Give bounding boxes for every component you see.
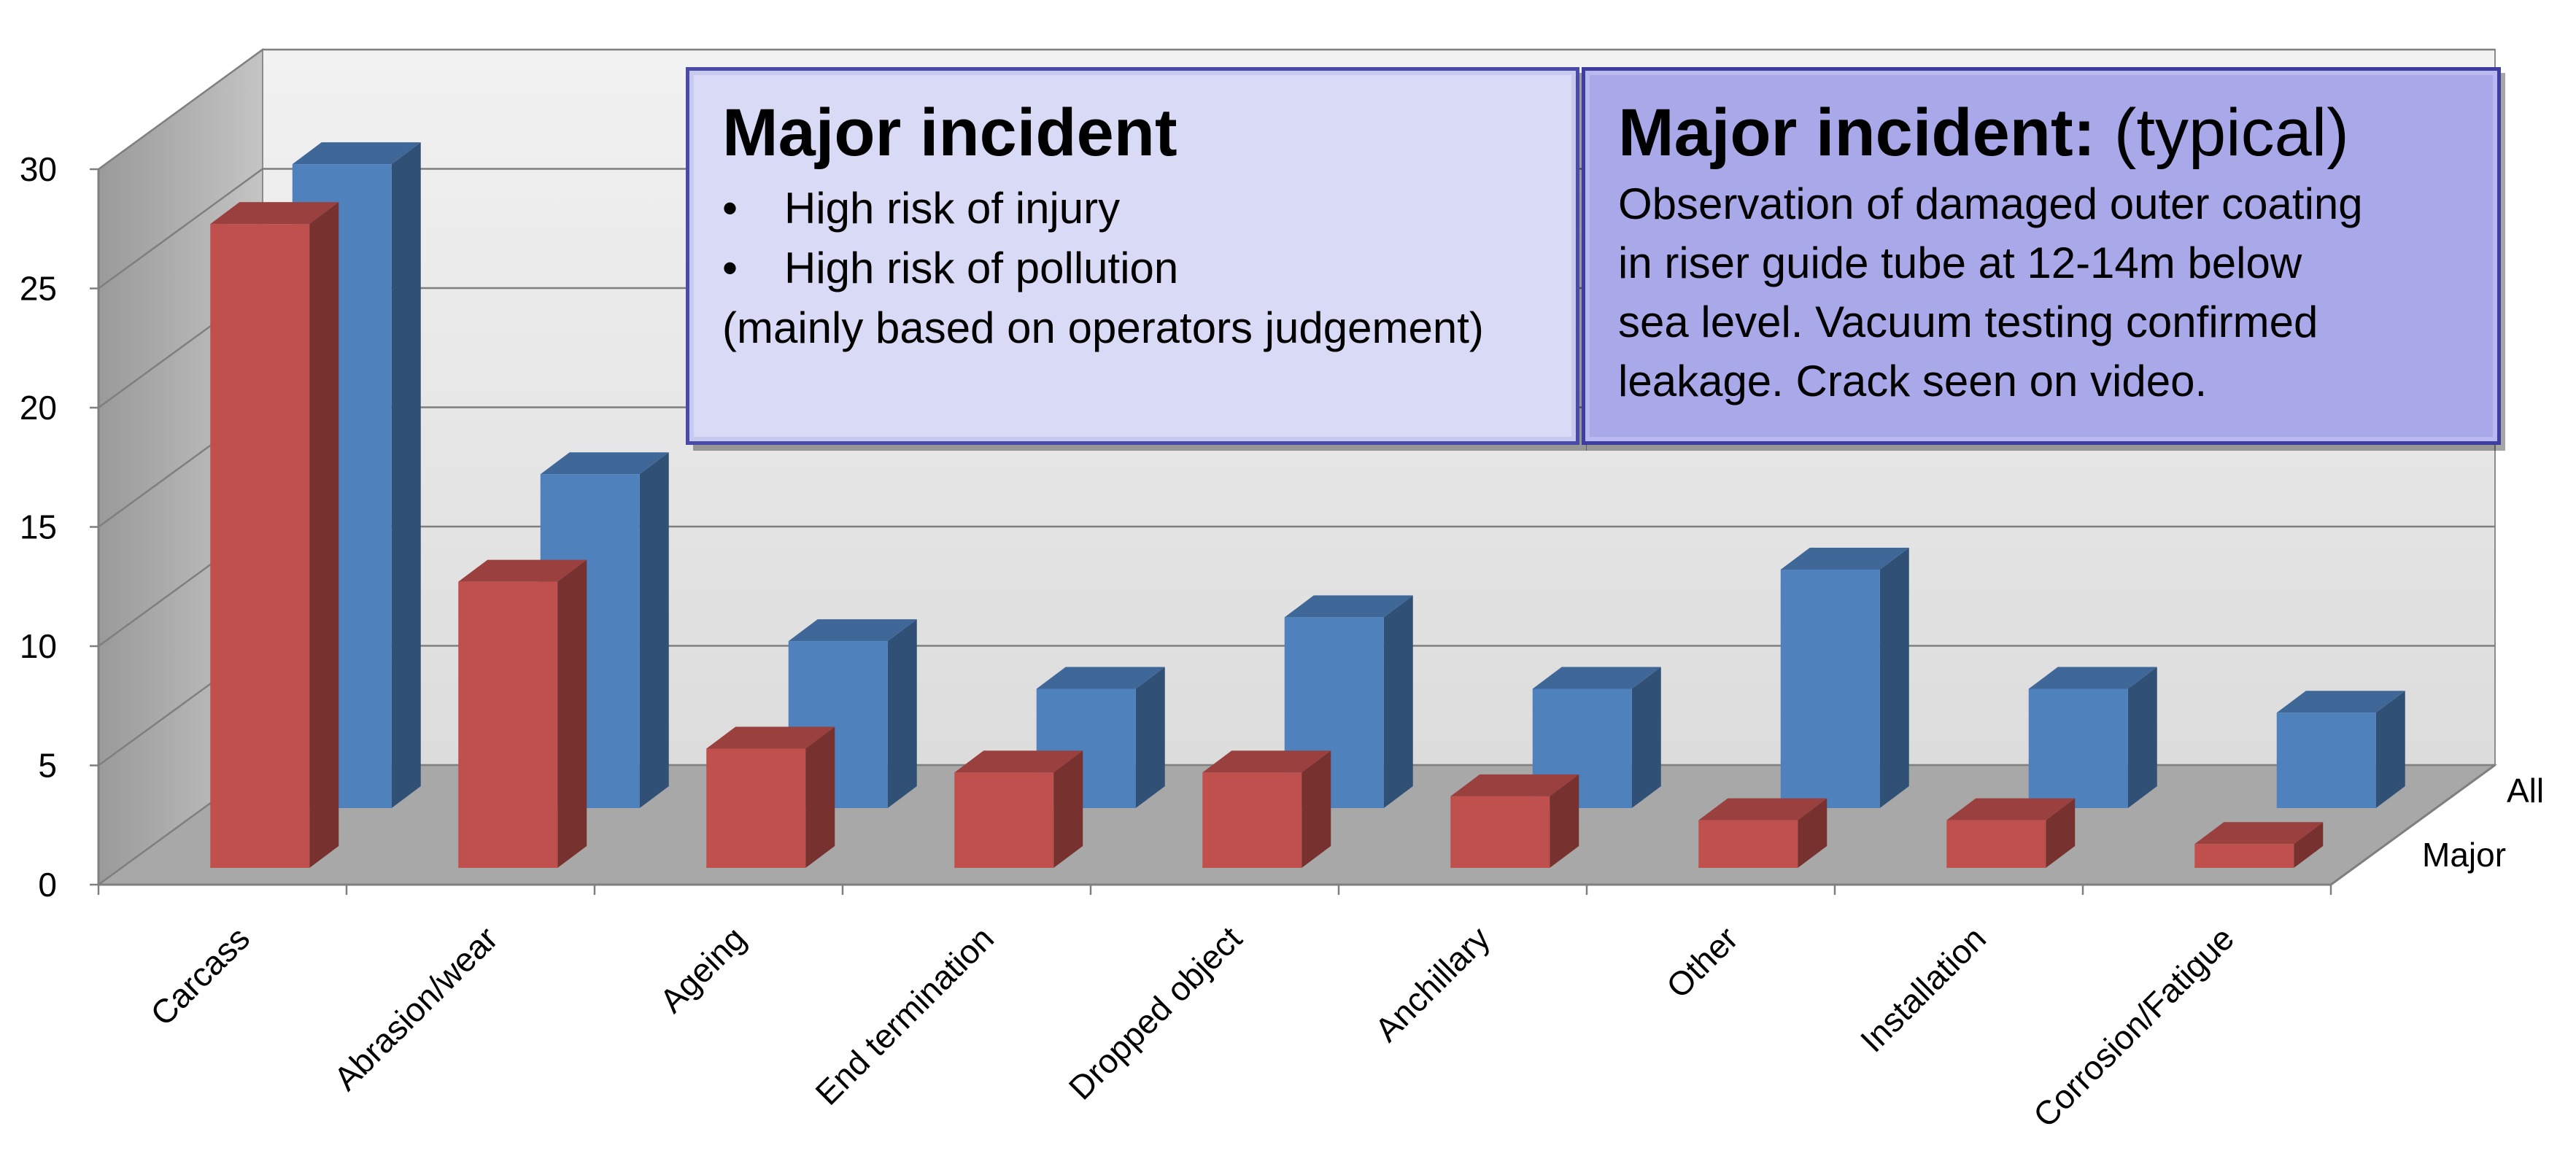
bar-front — [1202, 772, 1302, 868]
y-tick-label: 10 — [20, 627, 57, 665]
bar-side — [1053, 750, 1083, 868]
bar-top — [1450, 774, 1579, 796]
bar-front — [954, 772, 1054, 868]
bar-top — [1780, 548, 1909, 570]
callout-left-title: Major incident — [722, 96, 1177, 170]
bar-side — [2294, 822, 2324, 868]
bar-front — [2276, 713, 2376, 808]
bar-major — [210, 202, 339, 869]
bar-top — [954, 750, 1083, 773]
bar-side — [557, 559, 587, 868]
bar-front — [1780, 570, 1880, 808]
bars — [210, 142, 2405, 869]
bar-side — [1798, 798, 1827, 868]
category-label: Carcass — [143, 919, 257, 1033]
bar-front — [1450, 796, 1550, 868]
y-tick-label: 0 — [38, 866, 57, 904]
callout-left-note: (mainly based on operators judgement) — [722, 303, 1484, 352]
bar-front — [1946, 820, 2046, 868]
bar-side — [309, 202, 339, 869]
category-label: Installation — [1853, 919, 1993, 1059]
y-tick-label: 20 — [20, 389, 57, 427]
bar-major — [1202, 750, 1331, 868]
bar-top — [540, 452, 669, 475]
bar-side — [2127, 667, 2157, 808]
axes — [90, 168, 2496, 895]
bar-front — [1698, 820, 1798, 868]
depth-axis — [2330, 764, 2496, 886]
bar-side — [2375, 691, 2405, 808]
bar-front — [706, 748, 806, 868]
bar-all — [2276, 691, 2405, 808]
bar-major — [1946, 798, 2076, 868]
bar-side — [639, 452, 669, 808]
y-tick-label: 5 — [38, 747, 57, 785]
bar-major — [706, 726, 835, 868]
bar-front — [458, 581, 558, 868]
y-tick-label: 15 — [20, 508, 57, 546]
bar-top — [2276, 691, 2405, 713]
list-item: • High risk of injury — [722, 184, 1121, 233]
bar-side — [1135, 667, 1165, 808]
category-label: Abrasion/wear — [326, 919, 505, 1098]
bar-top — [210, 202, 339, 225]
y-tick-label: 25 — [20, 270, 57, 308]
category-label: Corrosion/Fatigue — [2026, 919, 2241, 1134]
bar-top — [788, 619, 917, 642]
bar-side — [887, 619, 917, 808]
bar-top — [2028, 667, 2157, 689]
bar-top — [292, 142, 421, 165]
bar-top — [1946, 798, 2076, 820]
bar-all — [2028, 667, 2157, 808]
bar-major — [458, 559, 587, 868]
series-label-major: Major — [2422, 836, 2506, 874]
bar-top — [2194, 822, 2324, 845]
bar-top — [1036, 667, 1165, 689]
bar-major — [1450, 774, 1579, 868]
callout-right-body: Observation of damaged outer coating in … — [1618, 174, 2475, 411]
bar-major — [954, 750, 1083, 868]
category-label: Other — [1659, 919, 1745, 1005]
callout-right-line: leakage. Crack seen on video. — [1618, 357, 2208, 405]
callout-major-incident-typical: Major incident: (typical) Observation of… — [1582, 67, 2501, 445]
bar-side — [805, 726, 835, 868]
series-label-all: All — [2507, 772, 2544, 810]
gridline — [98, 48, 2495, 171]
bar-side — [1383, 595, 1413, 808]
y-tick-label: 30 — [20, 150, 57, 188]
bar-top — [1202, 750, 1331, 773]
bar-top — [1698, 798, 1827, 820]
category-label: Ageing — [652, 919, 753, 1020]
callout-right-line: in riser guide tube at 12-14m below — [1618, 238, 2302, 287]
bar-major — [1698, 798, 1827, 868]
callout-right-line: sea level. Vacuum testing confirmed — [1618, 298, 2318, 346]
list-item: • High risk of pollution — [722, 244, 1179, 292]
bar-top — [1532, 667, 1661, 689]
bar-all — [1532, 667, 1661, 808]
bar-top — [458, 559, 587, 582]
bar-side — [1879, 548, 1909, 808]
bar-top — [706, 726, 835, 749]
category-label: Anchillary — [1367, 919, 1497, 1049]
callout-right-line: Observation of damaged outer coating — [1618, 179, 2363, 228]
bar-side — [391, 142, 421, 809]
callout-major-incident: Major incident • High risk of injury • Hig… — [686, 67, 1579, 445]
bar-side — [2046, 798, 2076, 868]
bar-side — [1550, 774, 1579, 868]
bar-front — [2028, 688, 2128, 808]
bar-front — [2194, 844, 2294, 868]
bar-side — [1631, 667, 1661, 808]
callout-left-bullets: • High risk of injury • High risk of pollu… — [722, 179, 1547, 298]
bar-top — [1284, 595, 1413, 618]
category-label: End termination — [808, 919, 1001, 1112]
bar-all — [1780, 548, 1909, 808]
callout-right-title: Major incident: (typical) — [1618, 96, 2349, 170]
bar-front — [210, 224, 310, 869]
bar-side — [1301, 750, 1331, 868]
bar-major — [2194, 822, 2324, 868]
category-label: Dropped object — [1061, 919, 1250, 1107]
